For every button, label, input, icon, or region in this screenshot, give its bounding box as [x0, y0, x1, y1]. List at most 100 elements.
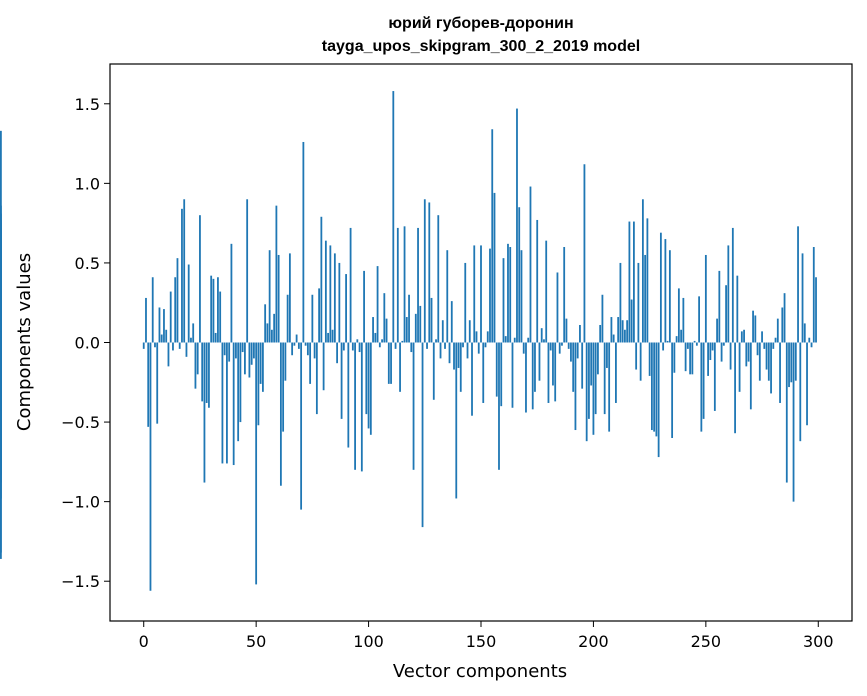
bar-83	[329, 245, 332, 343]
bar-59	[275, 205, 278, 343]
bar-163	[509, 247, 512, 343]
bar-222	[641, 199, 644, 343]
bar-98	[363, 270, 365, 343]
bar-9	[163, 309, 165, 343]
bar-71	[302, 141, 305, 343]
bar-255	[716, 318, 718, 343]
bar-19	[185, 342, 188, 357]
bar-226	[650, 342, 653, 431]
bar-182	[552, 342, 554, 386]
bar-undefined	[0, 130, 2, 343]
bar-190	[570, 342, 572, 362]
bar-99	[365, 342, 368, 415]
bar-11	[167, 342, 170, 367]
bar-121	[414, 313, 417, 343]
bar-79	[320, 216, 323, 343]
bar-143	[464, 262, 467, 343]
bar-125	[423, 199, 426, 343]
bar-88	[340, 342, 343, 419]
bar-238	[677, 288, 680, 343]
bar-85	[333, 253, 336, 343]
bar-273	[756, 342, 759, 356]
bar-168	[520, 250, 523, 343]
bar-1	[145, 297, 147, 343]
bar-113	[396, 227, 399, 343]
bar-258	[722, 342, 725, 346]
x-tick-label: 50	[246, 632, 266, 651]
bar-117	[405, 317, 408, 343]
bar-53	[262, 342, 264, 392]
bar-266	[740, 331, 743, 343]
bar-75	[311, 294, 314, 343]
bar-39	[230, 243, 233, 343]
bar-282	[776, 318, 779, 343]
bar-135	[446, 250, 449, 343]
bar-262	[731, 227, 734, 343]
bar-127	[428, 202, 431, 343]
bar-295	[806, 342, 808, 426]
bar-285	[783, 293, 786, 343]
bar-90	[345, 274, 347, 343]
bar-28	[205, 342, 208, 403]
bar-101	[369, 342, 372, 435]
bar-284	[781, 307, 784, 343]
bar-167	[518, 207, 521, 343]
bar-102	[372, 317, 374, 343]
bar-30	[210, 275, 213, 343]
bar-35	[221, 342, 224, 464]
bar-232	[664, 239, 667, 343]
bar-268	[745, 342, 748, 367]
bar-155	[491, 129, 494, 343]
x-tick-label: 150	[466, 632, 497, 651]
bar-229	[657, 342, 660, 458]
bar-160	[502, 258, 505, 343]
bar-136	[448, 342, 451, 364]
bar-55	[266, 323, 269, 343]
bar-234	[668, 250, 671, 343]
bar-23	[194, 342, 197, 389]
bar-43	[239, 342, 242, 423]
bar-244	[691, 342, 694, 375]
bar-87	[338, 262, 341, 343]
bar-45	[244, 342, 246, 375]
bar-134	[444, 342, 446, 349]
bar-42	[237, 342, 240, 442]
bar-149	[477, 342, 480, 354]
bar-205	[603, 342, 606, 415]
bar-174	[534, 342, 536, 392]
y-tick-label: −1.0	[61, 493, 100, 512]
bar-209	[612, 334, 615, 343]
bar-151	[482, 342, 485, 403]
bar-74	[309, 342, 312, 384]
bar-272	[754, 315, 757, 343]
bar-242	[686, 342, 689, 349]
bar-299	[815, 277, 817, 343]
bar-72	[304, 342, 307, 346]
x-axis-label: Vector components	[393, 661, 567, 682]
bar-243	[689, 342, 692, 375]
bar-197	[585, 342, 588, 442]
bar-279	[770, 342, 772, 394]
bar-68	[295, 334, 298, 343]
bar-175	[536, 219, 539, 343]
bar-5	[154, 342, 156, 348]
bar-215	[626, 320, 629, 343]
bar-105	[378, 342, 381, 348]
bar-78	[318, 288, 321, 343]
bar-247	[698, 296, 700, 343]
bar-73	[306, 342, 309, 356]
bar-217	[630, 299, 633, 343]
bar-20	[187, 264, 190, 343]
bar-37	[226, 342, 228, 464]
bar-27	[203, 342, 206, 483]
bar-103	[374, 332, 377, 343]
bar-264	[736, 275, 739, 343]
bar-145	[468, 320, 471, 343]
bar-210	[615, 342, 617, 403]
bar-277	[765, 342, 768, 370]
bar-139	[455, 342, 458, 499]
bar-230	[659, 232, 662, 343]
bar-259	[725, 285, 727, 343]
bar-219	[635, 342, 638, 370]
bar-130	[435, 339, 437, 343]
